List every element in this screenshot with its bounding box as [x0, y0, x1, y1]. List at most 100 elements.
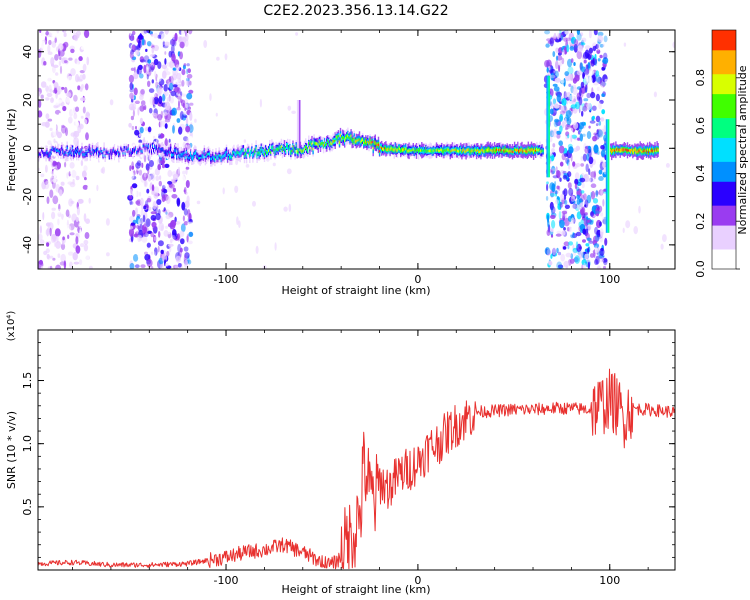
broadband-speckle — [187, 221, 193, 226]
ridge-cell — [493, 148, 496, 152]
broadband-speckle — [562, 212, 566, 221]
ridge-cell — [485, 149, 487, 151]
broadband-speckle — [172, 84, 178, 88]
ridge-cell — [515, 148, 517, 152]
ridge-cell — [316, 142, 318, 146]
ridge-cell — [309, 146, 311, 149]
broadband-speckle — [132, 209, 136, 217]
ridge-cell — [270, 150, 272, 154]
background-speckle — [144, 172, 147, 178]
broadband-speckle — [152, 41, 156, 46]
broadband-speckle — [144, 91, 150, 97]
broadband-speckle — [85, 78, 89, 83]
ridge-cell — [542, 150, 544, 153]
broadband-speckle — [67, 234, 70, 239]
broadband-speckle — [152, 135, 156, 140]
ridge-cell — [127, 147, 130, 151]
ridge-cell — [649, 148, 651, 152]
ridge-cell — [300, 150, 303, 153]
ridge-cell — [432, 149, 435, 152]
broadband-speckle — [602, 199, 605, 207]
broadband-speckle — [138, 133, 142, 138]
ridge-cell — [250, 151, 252, 155]
ridge-cell — [147, 144, 150, 148]
ridge-cell — [38, 153, 40, 156]
ridge-cell — [413, 150, 416, 153]
broadband-speckle — [588, 240, 594, 244]
broadband-speckle — [180, 91, 183, 96]
broadband-speckle — [135, 60, 139, 64]
broadband-speckle — [554, 118, 560, 123]
spectrogram-frame — [37, 29, 676, 270]
broadband-speckle — [596, 43, 600, 51]
background-speckle — [97, 197, 101, 203]
broadband-speckle — [54, 37, 57, 44]
background-speckle — [588, 68, 592, 72]
ridge-cell — [287, 144, 289, 148]
ridge-cell — [469, 150, 471, 153]
broadband-speckle — [170, 39, 176, 45]
ridge-cell — [200, 156, 202, 159]
broadband-speckle — [58, 189, 63, 197]
broadband-speckle — [186, 195, 190, 204]
broadband-speckle — [68, 251, 74, 256]
ridge-cell — [486, 149, 488, 152]
broadband-speckle — [61, 57, 68, 61]
broadband-speckle — [559, 161, 564, 167]
broadband-speckle — [558, 64, 561, 73]
broadband-speckle — [590, 190, 596, 200]
colorbar-block — [712, 61, 736, 67]
colorbar-block — [712, 189, 736, 194]
ridge-cell — [283, 147, 286, 150]
broadband-speckle — [153, 236, 157, 241]
ridge-cell — [225, 150, 228, 154]
broadband-speckle — [556, 133, 561, 139]
colorbar-block — [712, 30, 736, 35]
broadband-speckle — [602, 43, 605, 47]
ridge-cell — [194, 152, 196, 155]
broadband-speckle — [49, 189, 54, 198]
broadband-speckle — [552, 97, 556, 105]
ridge-cell — [520, 148, 522, 152]
background-speckle — [167, 169, 173, 178]
broadband-speckle — [40, 81, 47, 88]
broadband-speckle — [75, 217, 79, 222]
ridge-cell — [492, 149, 495, 152]
broadband-speckle — [65, 127, 68, 137]
ridge-cell — [278, 145, 280, 149]
broadband-speckle — [599, 248, 605, 256]
broadband-speckle — [140, 264, 146, 268]
ridge-cell — [353, 137, 355, 140]
ridge-cell — [397, 147, 400, 150]
ridge-cell — [322, 144, 325, 147]
ridge-cell — [403, 148, 405, 151]
broadband-speckle — [55, 264, 61, 269]
snr-x-tick-label: 0 — [414, 574, 421, 587]
broadband-speckle — [47, 118, 53, 122]
broadband-speckle — [174, 32, 178, 42]
broadband-speckle — [566, 44, 570, 53]
ridge-cell — [168, 151, 171, 154]
background-speckle — [288, 203, 292, 212]
broadband-speckle — [129, 195, 133, 200]
colorbar-block — [712, 165, 736, 170]
ridge-cell — [511, 150, 514, 153]
broadband-speckle — [146, 74, 149, 80]
ridge-cell — [428, 150, 430, 153]
broadband-speckle — [604, 238, 608, 246]
broadband-speckle — [598, 169, 603, 175]
background-speckle — [105, 218, 110, 226]
ridge-cell — [306, 146, 308, 150]
broadband-speckle — [146, 198, 152, 203]
broadband-speckle — [161, 171, 167, 181]
ridge-cell — [59, 150, 61, 154]
ridge-cell — [422, 149, 424, 152]
ridge-cell — [471, 149, 474, 152]
ridge-cell — [412, 147, 414, 151]
ridge-cell — [479, 150, 481, 154]
broadband-speckle — [150, 211, 157, 215]
ridge-cell — [135, 147, 137, 150]
broadband-speckle — [579, 62, 582, 71]
ridge-cell — [237, 151, 239, 155]
ridge-cell — [410, 149, 412, 152]
